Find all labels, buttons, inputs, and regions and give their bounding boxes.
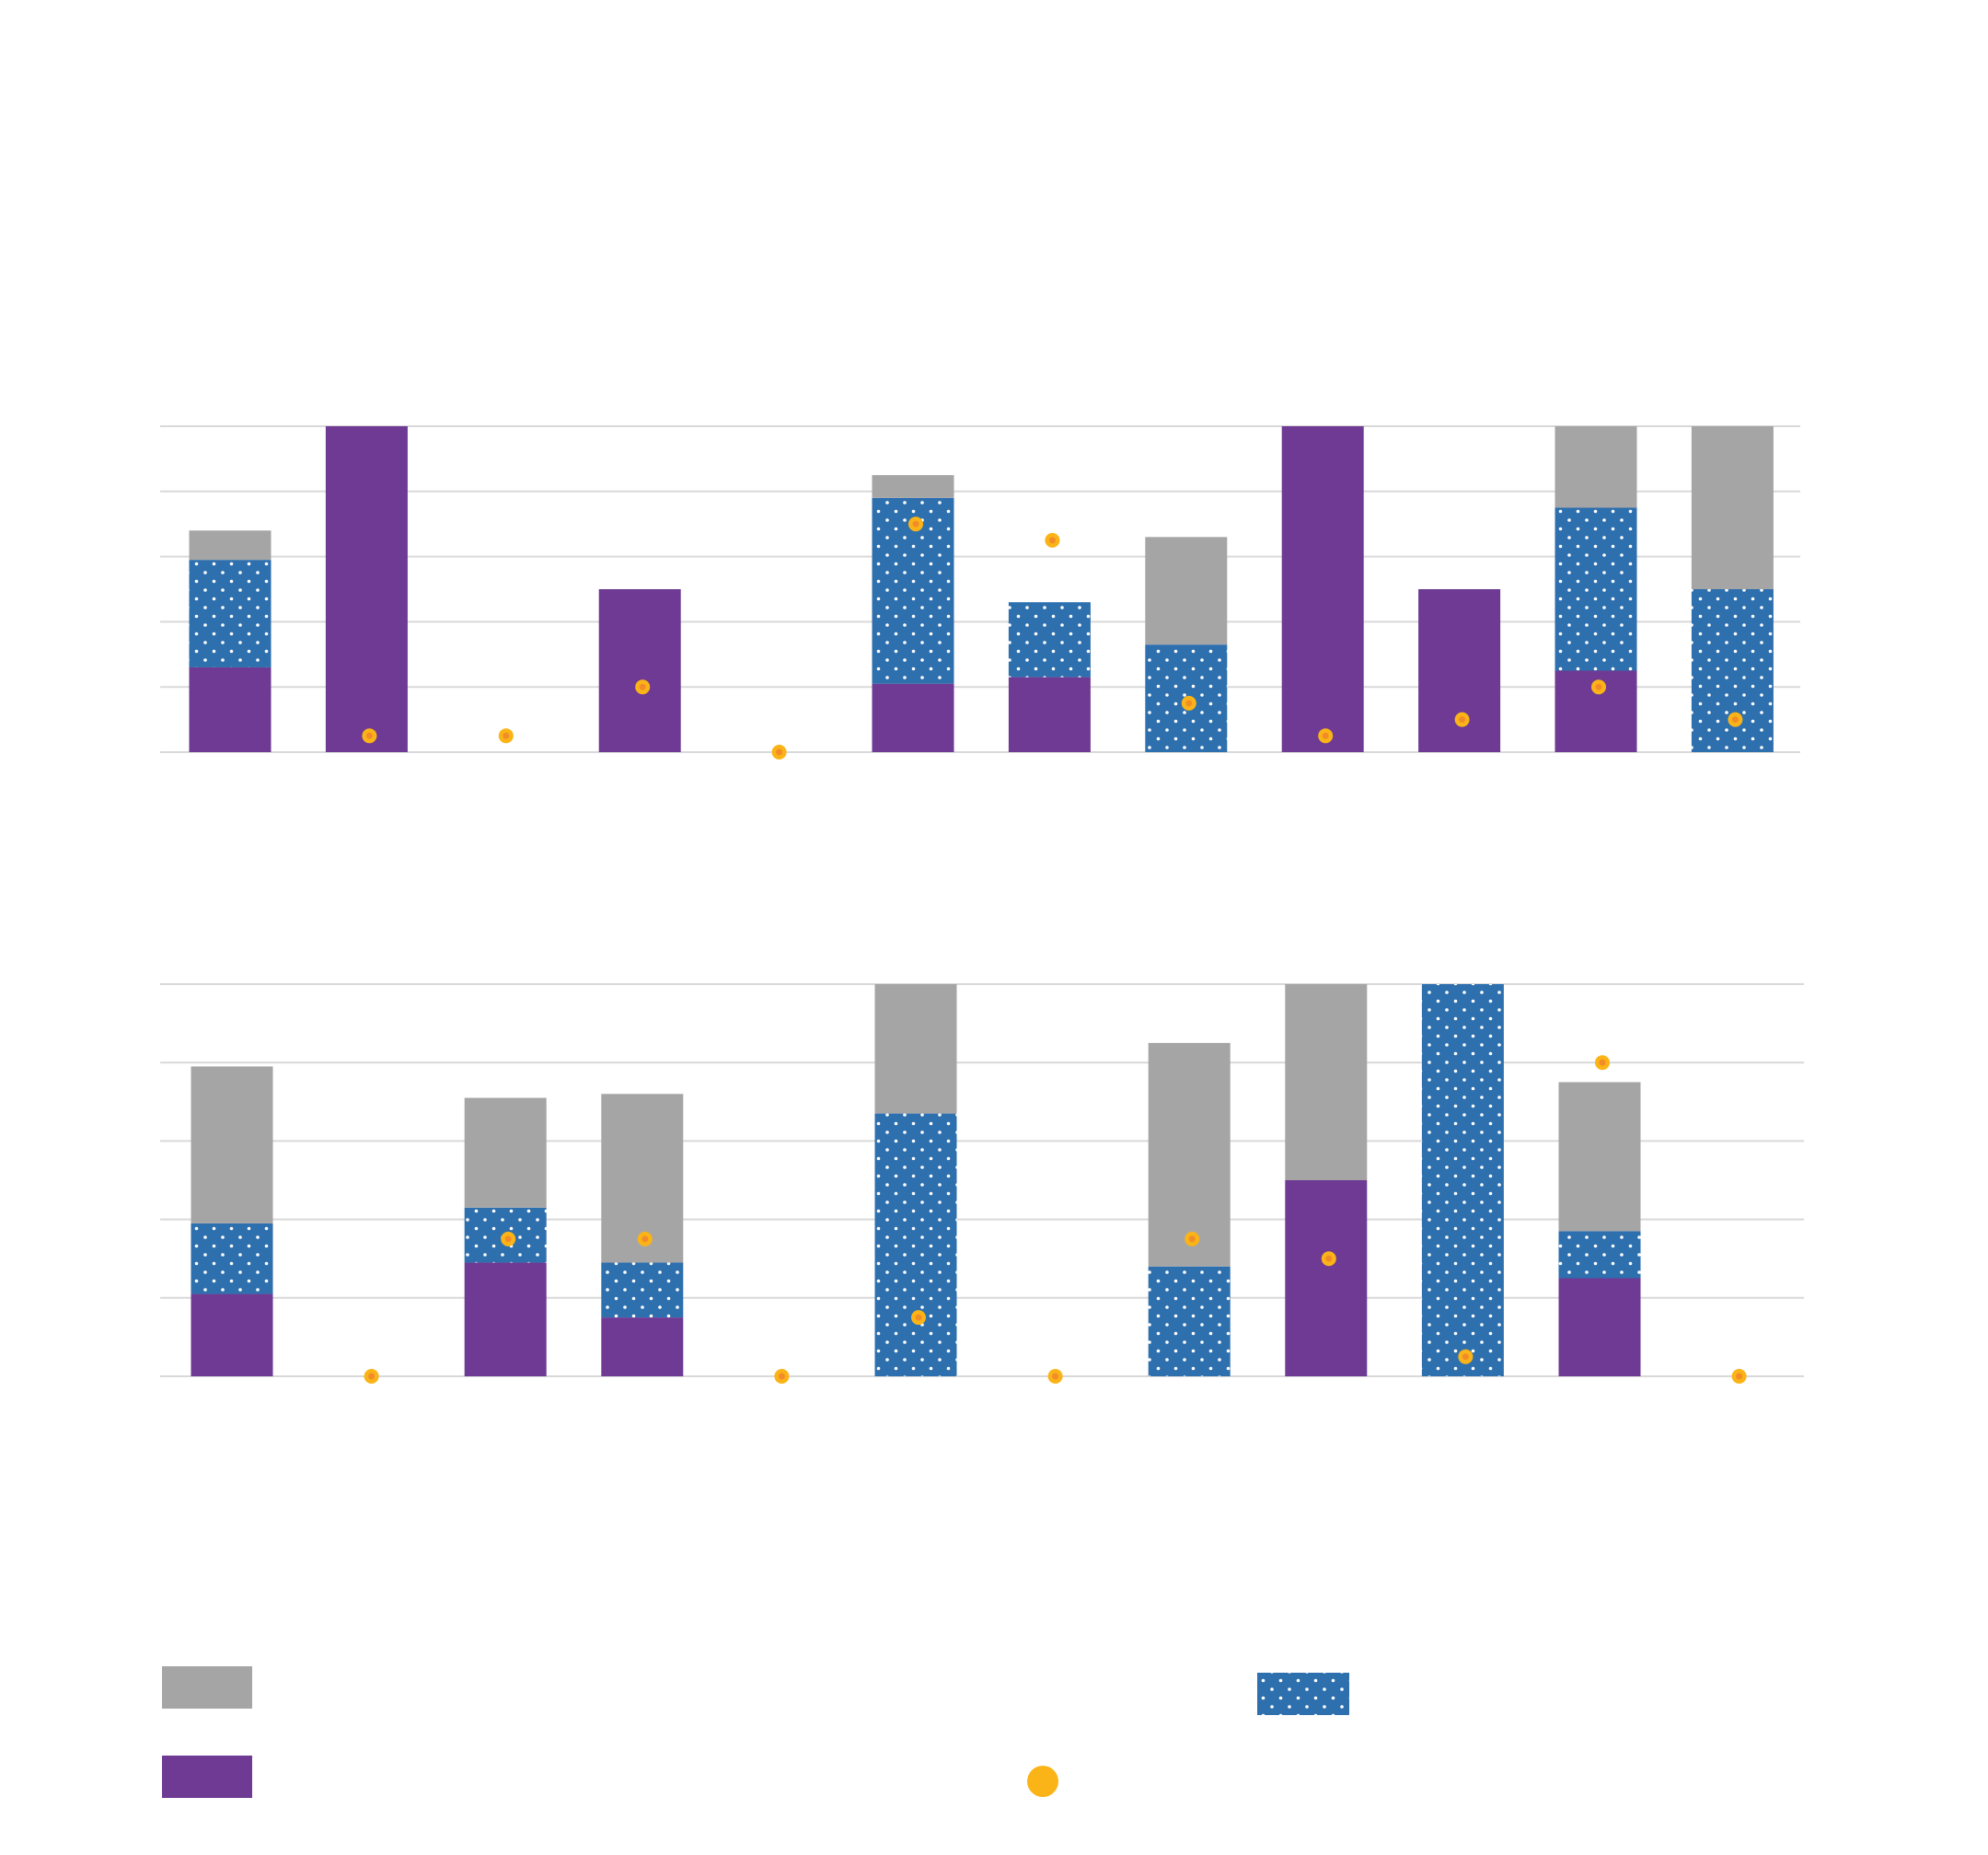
marker-point-center bbox=[1048, 537, 1056, 544]
bottom-chart bbox=[160, 983, 1804, 1384]
legend-swatch-yellow bbox=[1027, 1766, 1058, 1797]
bar-purple-segment bbox=[1281, 426, 1364, 752]
marker-point-center bbox=[1459, 716, 1466, 724]
marker-point-center bbox=[1595, 683, 1602, 690]
marker-point-center bbox=[1325, 1255, 1333, 1262]
legend-swatch-gray bbox=[162, 1666, 252, 1709]
bar-gray-segment bbox=[1555, 426, 1637, 508]
marker-point-center bbox=[912, 520, 919, 528]
bar-purple-segment bbox=[1418, 589, 1501, 752]
marker-point-center bbox=[1188, 1235, 1196, 1243]
bar-gray-segment bbox=[191, 1066, 273, 1223]
marker-point-center bbox=[368, 1373, 376, 1380]
bar-blue-segment bbox=[191, 1223, 273, 1294]
marker-point-center bbox=[504, 1235, 512, 1243]
bar-blue-segment bbox=[601, 1262, 684, 1318]
marker-point-center bbox=[1462, 1353, 1469, 1361]
bar-blue-segment bbox=[1555, 507, 1637, 671]
bar-purple-segment bbox=[598, 589, 681, 752]
bar-purple-segment bbox=[325, 426, 408, 752]
bar-blue-segment bbox=[1421, 984, 1504, 1376]
marker-point-center bbox=[1185, 700, 1193, 707]
bar-gray-segment bbox=[1691, 426, 1774, 589]
bar-gray-segment bbox=[874, 984, 957, 1114]
marker-point-center bbox=[503, 732, 510, 739]
bar-purple-segment bbox=[601, 1317, 684, 1376]
marker-point-center bbox=[365, 732, 373, 739]
bar-gray-segment bbox=[1148, 1042, 1231, 1267]
bar-purple-segment bbox=[1285, 1180, 1368, 1376]
bar-blue-segment bbox=[1008, 602, 1091, 678]
marker-point-center bbox=[1731, 716, 1739, 724]
bar-blue-segment bbox=[1691, 589, 1774, 752]
legend-swatch-blue bbox=[1257, 1673, 1349, 1715]
legend bbox=[162, 1666, 1349, 1798]
bar-purple-segment bbox=[872, 683, 954, 752]
bar-purple-segment bbox=[189, 667, 272, 752]
marker-point-center bbox=[641, 1235, 649, 1243]
top-chart bbox=[160, 425, 1800, 759]
marker-point-center bbox=[639, 683, 646, 690]
bar-purple-segment bbox=[464, 1262, 547, 1376]
bar-gray-segment bbox=[1558, 1082, 1641, 1232]
bar-purple-segment bbox=[191, 1293, 273, 1376]
marker-point-center bbox=[778, 1373, 785, 1380]
legend-swatch-purple bbox=[162, 1756, 252, 1798]
marker-point-center bbox=[1599, 1059, 1606, 1066]
bar-blue-segment bbox=[1148, 1266, 1231, 1376]
bar-purple-segment bbox=[1558, 1278, 1641, 1376]
bar-purple-segment bbox=[1008, 677, 1091, 752]
marker-point-center bbox=[915, 1314, 922, 1321]
bar-gray-segment bbox=[464, 1097, 547, 1208]
bar-gray-segment bbox=[1285, 984, 1368, 1180]
bar-blue-segment bbox=[189, 560, 272, 667]
bar-gray-segment bbox=[872, 475, 954, 498]
bar-blue-segment bbox=[874, 1113, 957, 1376]
marker-point-center bbox=[1052, 1373, 1059, 1380]
bar-blue-segment bbox=[1558, 1231, 1641, 1279]
bar-gray-segment bbox=[189, 530, 272, 561]
bar-gray-segment bbox=[1145, 537, 1228, 645]
marker-point-center bbox=[1736, 1373, 1743, 1380]
marker-point-center bbox=[776, 748, 783, 756]
marker-point-center bbox=[1322, 732, 1329, 739]
